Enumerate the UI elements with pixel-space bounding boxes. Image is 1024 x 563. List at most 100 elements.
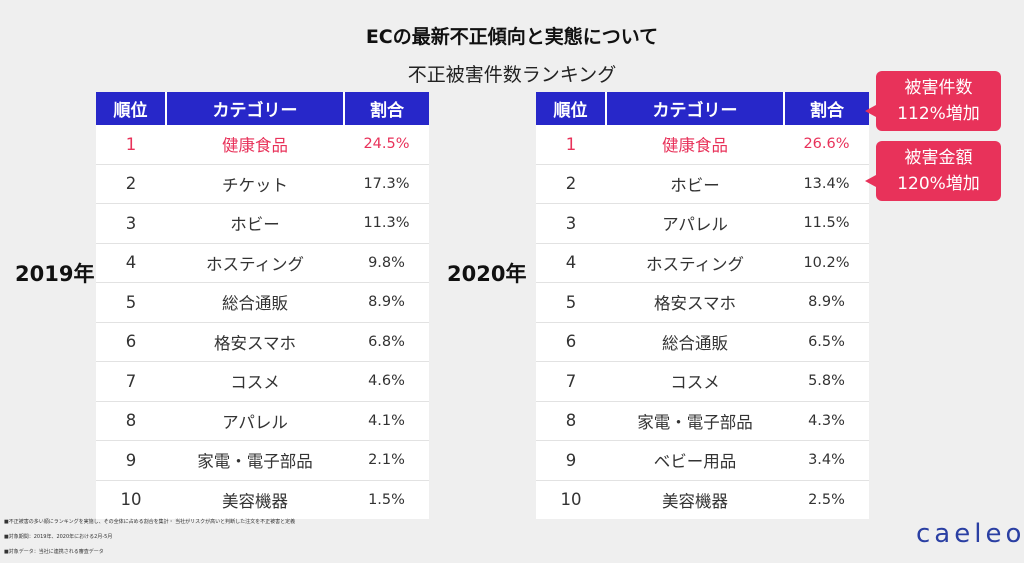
category-cell: 健康食品: [222, 136, 288, 156]
rank-cell: 2: [536, 163, 606, 204]
rank-cell: 4: [536, 242, 606, 283]
category-cell: ホビー: [606, 163, 784, 204]
page-subtitle: 不正被害件数ランキング: [407, 64, 617, 86]
table-row: 5 総合通販 8.9%: [96, 282, 429, 322]
ratio-cell: 4.6%: [344, 361, 429, 401]
table-row: 4 ホスティング 9.8%: [96, 242, 429, 283]
category-cell: 家電・電子部品: [166, 440, 344, 480]
table-row: 3 アパレル 11.5%: [536, 203, 869, 243]
ratio-cell: 5.8%: [784, 361, 869, 401]
year-label-2019: 2019年: [15, 262, 95, 286]
ratio-cell: 3.4%: [784, 440, 869, 480]
rank-cell: 1: [565, 134, 577, 154]
callout-case-count: 被害件数 112%増加: [865, 71, 1001, 131]
ratio-cell: 6.5%: [784, 321, 869, 362]
rank-cell: 9: [536, 440, 606, 480]
ratio-cell: 13.4%: [784, 163, 869, 204]
rank-cell: 9: [96, 440, 166, 480]
rank-cell: 6: [536, 321, 606, 362]
table-row: 7 コスメ 5.8%: [536, 361, 869, 401]
year-label-2020: 2020年: [447, 262, 527, 286]
page-title: ECの最新不正傾向と実態について: [365, 26, 659, 48]
ratio-cell: 9.8%: [344, 242, 429, 283]
table-row: 2 ホビー 13.4%: [536, 163, 869, 204]
rank-cell: 8: [536, 400, 606, 441]
rank-cell: 5: [96, 282, 166, 322]
ratio-cell: 2.5%: [784, 479, 869, 519]
footnote-2: ■対象期間：2019年、2020年における2月-5月: [4, 534, 113, 540]
ratio-cell: 17.3%: [344, 163, 429, 204]
footnote-1: ■不正被害の多い順にランキングを実施し、その全体に占める割合を集計・ 当社がリス…: [4, 519, 296, 525]
ratio-cell: 10.2%: [784, 242, 869, 283]
table-row: 1 健康食品 24.5%: [96, 125, 429, 164]
rank-cell: 4: [96, 242, 166, 283]
header-category: カテゴリー: [606, 92, 785, 125]
table-row: 6 総合通販 6.5%: [536, 321, 869, 362]
category-cell: コスメ: [606, 361, 784, 401]
rank-cell: 10: [96, 479, 166, 519]
company-logo: caeleo: [916, 519, 1024, 549]
table-row: 2 チケット 17.3%: [96, 163, 429, 204]
category-cell: 格安スマホ: [166, 321, 344, 362]
table-row: 10 美容機器 2.5%: [536, 479, 869, 519]
ratio-cell: 4.1%: [344, 400, 429, 441]
category-cell: 美容機器: [166, 479, 344, 519]
callout-damage-amount-value: 120%増加: [897, 174, 980, 194]
ratio-cell: 6.8%: [344, 321, 429, 362]
ratio-cell: 11.3%: [344, 203, 429, 243]
footnotes: ■不正被害の多い順にランキングを実施し、その全体に占める割合を集計・ 当社がリス…: [4, 515, 295, 560]
table-row: 7 コスメ 4.6%: [96, 361, 429, 401]
table-row: 9 ベビー用品 3.4%: [536, 440, 869, 480]
ratio-cell: 8.9%: [784, 282, 869, 322]
footnote-3: ■対象データ：当社に連携される審査データ: [4, 549, 104, 555]
category-cell: 美容機器: [606, 479, 784, 519]
table-row: 4 ホスティング 10.2%: [536, 242, 869, 283]
category-cell: 家電・電子部品: [606, 400, 784, 441]
category-cell: チケット: [166, 163, 344, 204]
rank-cell: 2: [96, 163, 166, 204]
category-cell: コスメ: [166, 361, 344, 401]
rank-cell: 3: [96, 203, 166, 243]
callout-case-count-label: 被害件数: [904, 78, 973, 98]
table-row: 10 美容機器 1.5%: [96, 479, 429, 519]
table-row: 6 格安スマホ 6.8%: [96, 321, 429, 362]
rank-cell: 6: [96, 321, 166, 362]
rank-cell: 7: [96, 361, 166, 401]
ranking-table-2019: 順位 カテゴリー 割合 1 健康食品 24.5% 2 チケット 17.3% 3 ホビー 11.3…: [96, 92, 429, 519]
category-cell: アパレル: [166, 400, 344, 441]
table-row: 8 アパレル 4.1%: [96, 400, 429, 441]
header-rank: 順位: [536, 92, 607, 125]
ratio-cell: 26.6%: [803, 136, 850, 153]
category-cell: 総合通販: [166, 282, 344, 322]
category-cell: 格安スマホ: [606, 282, 784, 322]
category-cell: ベビー用品: [606, 440, 784, 480]
header-ratio: 割合: [784, 92, 869, 125]
header-category: カテゴリー: [166, 92, 345, 125]
rank-cell: 5: [536, 282, 606, 322]
callout-damage-amount-label: 被害金額: [904, 148, 973, 168]
category-cell: ホビー: [166, 203, 344, 243]
callout-damage-amount: 被害金額 120%増加: [865, 141, 1001, 201]
ratio-cell: 24.5%: [363, 136, 410, 153]
category-cell: 健康食品: [662, 136, 728, 156]
category-cell: 総合通販: [606, 321, 784, 362]
table-row: 5 格安スマホ 8.9%: [536, 282, 869, 322]
ratio-cell: 11.5%: [784, 203, 869, 243]
table-row: 1 健康食品 26.6%: [536, 125, 869, 164]
header-ratio: 割合: [344, 92, 429, 125]
table-header-row: 順位 カテゴリー 割合: [536, 92, 869, 125]
ratio-cell: 4.3%: [784, 400, 869, 441]
ratio-cell: 8.9%: [344, 282, 429, 322]
rank-cell: 1: [125, 134, 137, 154]
rank-cell: 8: [96, 400, 166, 441]
ranking-table-2020: 順位 カテゴリー 割合 1 健康食品 26.6% 2 ホビー 13.4% 3 アパレル 11.5…: [536, 92, 869, 519]
rank-cell: 7: [536, 361, 606, 401]
category-cell: ホスティング: [166, 242, 344, 283]
table-row: 9 家電・電子部品 2.1%: [96, 440, 429, 480]
header-rank: 順位: [96, 92, 167, 125]
rank-cell: 3: [536, 203, 606, 243]
ratio-cell: 1.5%: [344, 479, 429, 519]
category-cell: アパレル: [606, 203, 784, 243]
table-header-row: 順位 カテゴリー 割合: [96, 92, 429, 125]
rank-cell: 10: [536, 479, 606, 519]
